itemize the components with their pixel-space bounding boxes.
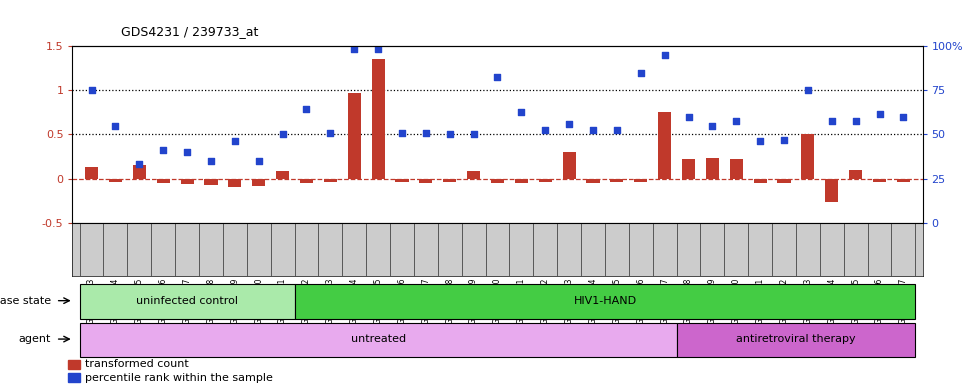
Point [466,131,481,137]
Bar [849,170,863,179]
Text: uninfected control: uninfected control [136,296,238,306]
Bar [324,179,337,182]
Point [610,127,625,133]
Point [107,122,123,129]
Bar [295,284,916,319]
Bar [873,179,886,182]
Point [848,118,864,124]
Bar [85,167,99,179]
Bar [348,93,360,179]
Point [824,118,839,124]
Point [298,106,314,112]
Bar [68,373,80,382]
Text: agent: agent [18,334,51,344]
Point [394,129,410,136]
Point [442,131,458,137]
Point [585,127,601,133]
Bar [658,112,671,179]
Point [227,138,242,144]
Bar [515,179,528,183]
Point [895,114,911,120]
Bar [443,179,456,182]
Bar [635,179,647,182]
Point [418,129,434,136]
Bar [778,179,790,183]
Bar [676,323,916,357]
Bar [156,179,170,183]
Bar [205,179,217,185]
Point [180,149,195,155]
Point [728,118,744,124]
Bar [252,179,266,185]
Bar [395,179,409,182]
Point [561,121,577,127]
Point [323,129,338,136]
Text: transformed count: transformed count [85,359,188,369]
Bar [372,59,384,179]
Point [800,87,815,93]
Text: untreated: untreated [351,334,406,344]
Bar [132,166,146,179]
Point [704,122,720,129]
Text: percentile rank within the sample: percentile rank within the sample [85,372,272,382]
Point [275,131,291,137]
Text: HIV1-HAND: HIV1-HAND [574,296,637,306]
Bar [682,159,696,179]
Bar [753,179,767,183]
Point [872,111,888,117]
Point [203,158,218,164]
Bar [228,179,242,187]
Point [131,161,147,167]
Point [156,147,171,153]
Bar [79,323,676,357]
Bar [299,179,313,183]
Bar [109,179,122,182]
Bar [611,179,623,182]
Bar [276,170,289,179]
Bar [562,152,576,179]
Point [514,109,529,115]
Point [633,70,648,76]
Bar [729,159,743,179]
Text: disease state: disease state [0,296,51,306]
Text: GDS4231 / 239733_at: GDS4231 / 239733_at [121,25,258,38]
Point [490,74,505,80]
Text: antiretroviral therapy: antiretroviral therapy [736,334,856,344]
Point [537,127,553,133]
Bar [802,134,814,179]
Bar [539,179,552,182]
Bar [491,179,504,183]
Point [251,158,267,164]
Bar [79,284,295,319]
Point [753,137,768,144]
Point [657,52,672,58]
Bar [825,179,838,202]
Bar [896,179,910,182]
Point [347,46,362,52]
Point [84,87,99,93]
Bar [181,179,193,184]
Point [370,46,385,52]
Bar [706,158,719,179]
Bar [419,179,433,183]
Bar [68,360,80,369]
Bar [467,170,480,179]
Bar [586,179,600,183]
Point [777,137,792,143]
Point [681,114,696,120]
